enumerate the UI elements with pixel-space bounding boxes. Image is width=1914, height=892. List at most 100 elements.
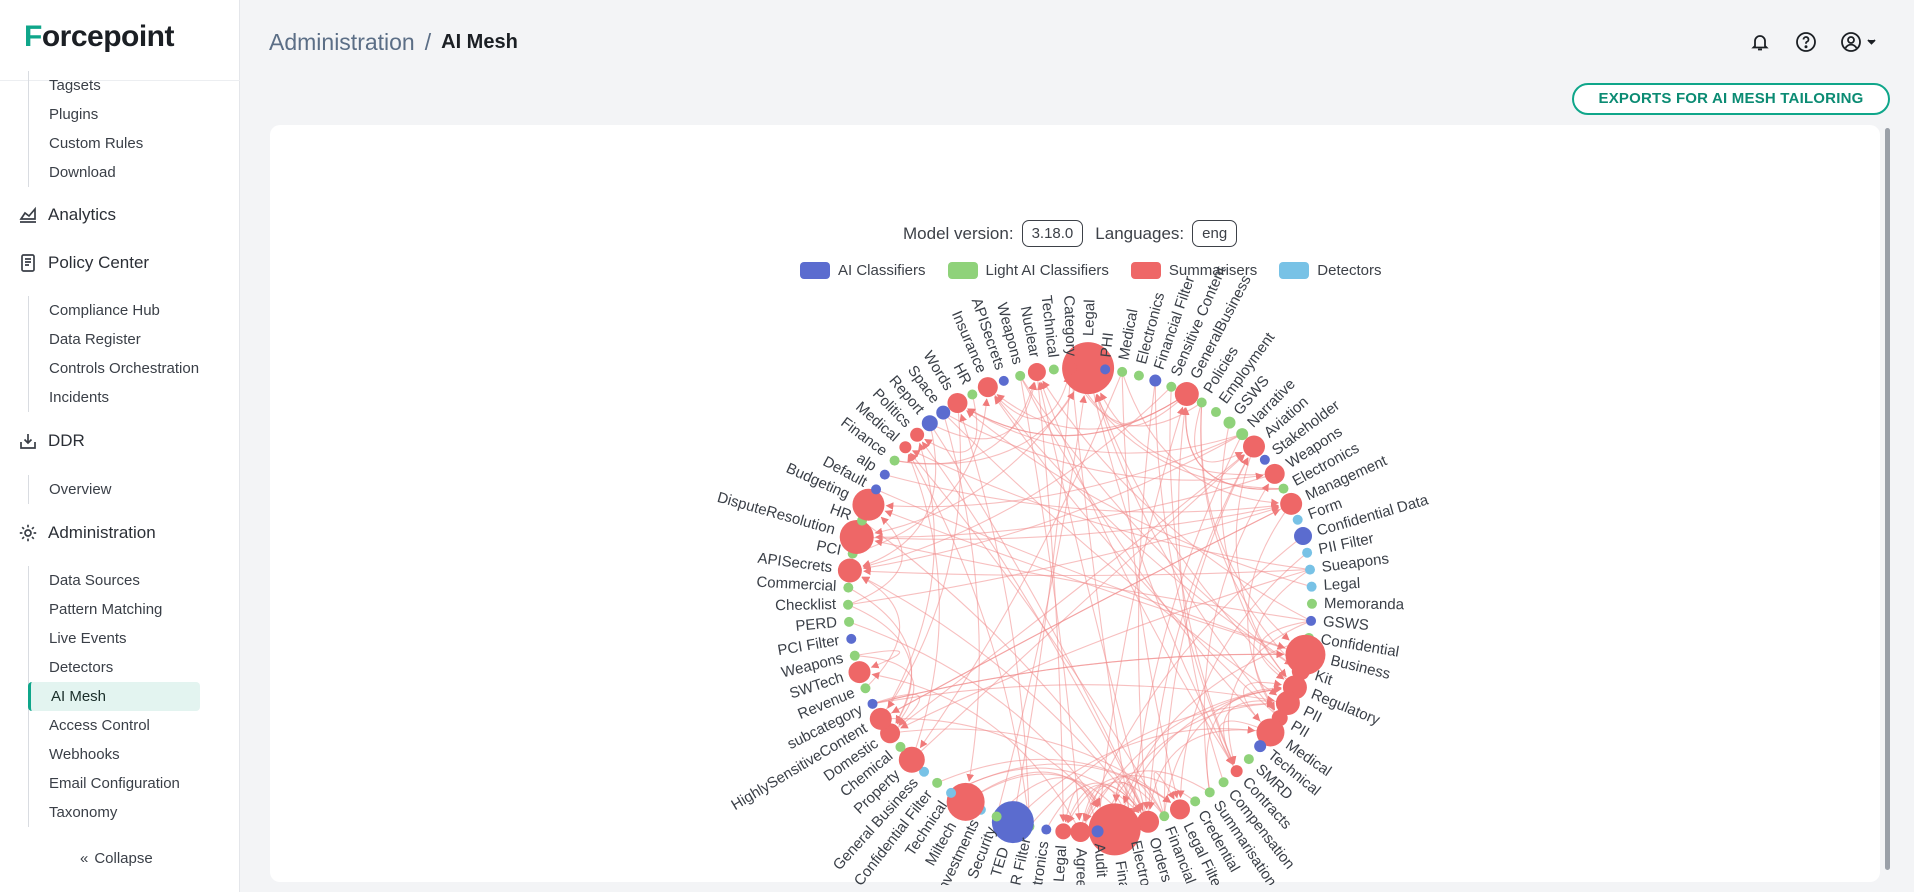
mesh-node[interactable] xyxy=(1133,370,1144,381)
sidebar-item-controls-orchestration[interactable]: Controls Orchestration xyxy=(49,360,200,377)
mesh-node[interactable] xyxy=(1278,483,1289,494)
mesh-node[interactable] xyxy=(1275,690,1300,715)
sidebar-item-tagsets[interactable]: Tagsets xyxy=(49,77,101,94)
mesh-node[interactable] xyxy=(1190,796,1201,807)
legend-item-detectors[interactable]: Detectors xyxy=(1279,262,1381,279)
mesh-node[interactable] xyxy=(967,389,978,400)
mesh-node[interactable] xyxy=(837,558,862,583)
sidebar-item-data-sources[interactable]: Data Sources xyxy=(49,572,140,589)
mesh-node[interactable] xyxy=(1254,740,1267,753)
sidebar-item-detectors[interactable]: Detectors xyxy=(49,659,114,676)
mesh-node[interactable] xyxy=(843,582,854,593)
collapse-button[interactable]: « Collapse xyxy=(80,850,153,867)
sidebar-section-policy-center[interactable]: Policy Center xyxy=(18,253,149,273)
mesh-node[interactable] xyxy=(1041,824,1052,835)
mesh-node[interactable] xyxy=(899,441,912,454)
sidebar-item-data-register[interactable]: Data Register xyxy=(49,331,141,348)
mesh-node[interactable] xyxy=(919,766,930,777)
mesh-node[interactable] xyxy=(1064,362,1077,375)
exports-button[interactable]: EXPORTS FOR AI MESH TAILORING xyxy=(1572,83,1890,115)
mesh-node[interactable] xyxy=(932,777,943,788)
sidebar-item-live-events[interactable]: Live Events xyxy=(49,630,127,647)
mesh-node[interactable] xyxy=(1027,363,1046,382)
legend-item-ai-classifiers[interactable]: AI Classifiers xyxy=(800,262,926,279)
mesh-node[interactable] xyxy=(1218,777,1229,788)
mesh-node[interactable] xyxy=(1264,463,1285,484)
mesh-node[interactable] xyxy=(1223,416,1236,429)
mesh-node[interactable] xyxy=(1070,821,1091,842)
mesh-node[interactable] xyxy=(1304,564,1315,575)
mesh-node[interactable] xyxy=(1137,810,1160,833)
mesh-node[interactable] xyxy=(1256,718,1285,747)
sidebar-item-email-configuration[interactable]: Email Configuration xyxy=(49,775,180,792)
breadcrumb-root[interactable]: Administration xyxy=(269,29,415,55)
mesh-node[interactable] xyxy=(848,661,871,684)
mesh-node[interactable] xyxy=(871,484,882,495)
mesh-node[interactable] xyxy=(1062,342,1115,395)
mesh-node[interactable] xyxy=(849,650,860,661)
mesh-node[interactable] xyxy=(1100,364,1111,375)
mesh-node[interactable] xyxy=(1159,811,1170,822)
mesh-node[interactable] xyxy=(998,375,1009,386)
mesh-node[interactable] xyxy=(910,427,925,442)
mesh-node[interactable] xyxy=(991,811,1002,822)
sidebar-item-ai-mesh[interactable]: AI Mesh xyxy=(28,682,200,711)
sidebar-item-access-control[interactable]: Access Control xyxy=(49,717,150,734)
mesh-node[interactable] xyxy=(1306,615,1317,626)
mesh-node[interactable] xyxy=(843,599,854,610)
user-menu-icon[interactable] xyxy=(1840,30,1878,54)
mesh-node[interactable] xyxy=(1306,598,1317,609)
mesh-node[interactable] xyxy=(1048,364,1059,375)
legend-item-summarisers[interactable]: Summarisers xyxy=(1130,262,1257,279)
mesh-node[interactable] xyxy=(1166,381,1177,392)
mesh-node[interactable] xyxy=(947,393,968,414)
legend-item-light-ai-classifiers[interactable]: Light AI Classifiers xyxy=(947,262,1109,279)
mesh-node[interactable] xyxy=(1210,407,1221,418)
mesh-node[interactable] xyxy=(846,633,857,644)
mesh-node[interactable] xyxy=(1169,799,1190,820)
sidebar-item-webhooks[interactable]: Webhooks xyxy=(49,746,120,763)
sidebar-item-custom-rules[interactable]: Custom Rules xyxy=(49,135,144,152)
mesh-node[interactable] xyxy=(1015,370,1026,381)
sidebar-item-pattern-matching[interactable]: Pattern Matching xyxy=(49,601,163,618)
mesh-node[interactable] xyxy=(946,787,957,798)
mesh-node[interactable] xyxy=(898,746,925,773)
mesh-node[interactable] xyxy=(1196,397,1207,408)
mesh-node[interactable] xyxy=(844,616,855,627)
mesh-node[interactable] xyxy=(1259,454,1270,465)
mesh-node[interactable] xyxy=(1055,823,1072,840)
mesh-node[interactable] xyxy=(1204,787,1215,798)
mesh-node[interactable] xyxy=(991,801,1034,844)
mesh-node[interactable] xyxy=(1174,382,1199,407)
forcepoint-logo[interactable]: Forcepoint xyxy=(24,20,175,53)
mesh-node[interactable] xyxy=(977,377,998,398)
sidebar-section-analytics[interactable]: Analytics xyxy=(18,205,116,225)
mesh-node[interactable] xyxy=(879,469,890,480)
sidebar-section-administration[interactable]: Administration xyxy=(18,523,156,543)
mesh-node[interactable] xyxy=(1117,366,1128,377)
mesh-node[interactable] xyxy=(1243,754,1254,765)
mesh-node[interactable] xyxy=(1236,428,1249,441)
notification-bell-icon[interactable] xyxy=(1748,30,1772,54)
mesh-node[interactable] xyxy=(839,519,874,554)
mesh-node[interactable] xyxy=(1280,492,1303,515)
mesh-node[interactable] xyxy=(1088,803,1141,856)
mesh-node[interactable] xyxy=(921,415,938,432)
mesh-node[interactable] xyxy=(1306,581,1317,592)
mesh-node[interactable] xyxy=(1294,527,1313,546)
mesh-node[interactable] xyxy=(1292,514,1303,525)
mesh-node[interactable] xyxy=(895,741,906,752)
sidebar-item-download[interactable]: Download xyxy=(49,164,116,181)
sidebar-item-compliance-hub[interactable]: Compliance Hub xyxy=(49,302,160,319)
mesh-node[interactable] xyxy=(1242,435,1265,458)
sidebar-section-ddr[interactable]: DDR xyxy=(18,431,85,451)
mesh-node[interactable] xyxy=(889,455,900,466)
mesh-node[interactable] xyxy=(1149,374,1162,387)
mesh-node[interactable] xyxy=(936,405,951,420)
mesh-node[interactable] xyxy=(867,698,878,709)
mesh-node[interactable] xyxy=(1091,825,1104,838)
sidebar-item-plugins[interactable]: Plugins xyxy=(49,106,99,123)
sidebar-item-taxonomy[interactable]: Taxonomy xyxy=(49,804,118,821)
mesh-node[interactable] xyxy=(1230,765,1243,778)
